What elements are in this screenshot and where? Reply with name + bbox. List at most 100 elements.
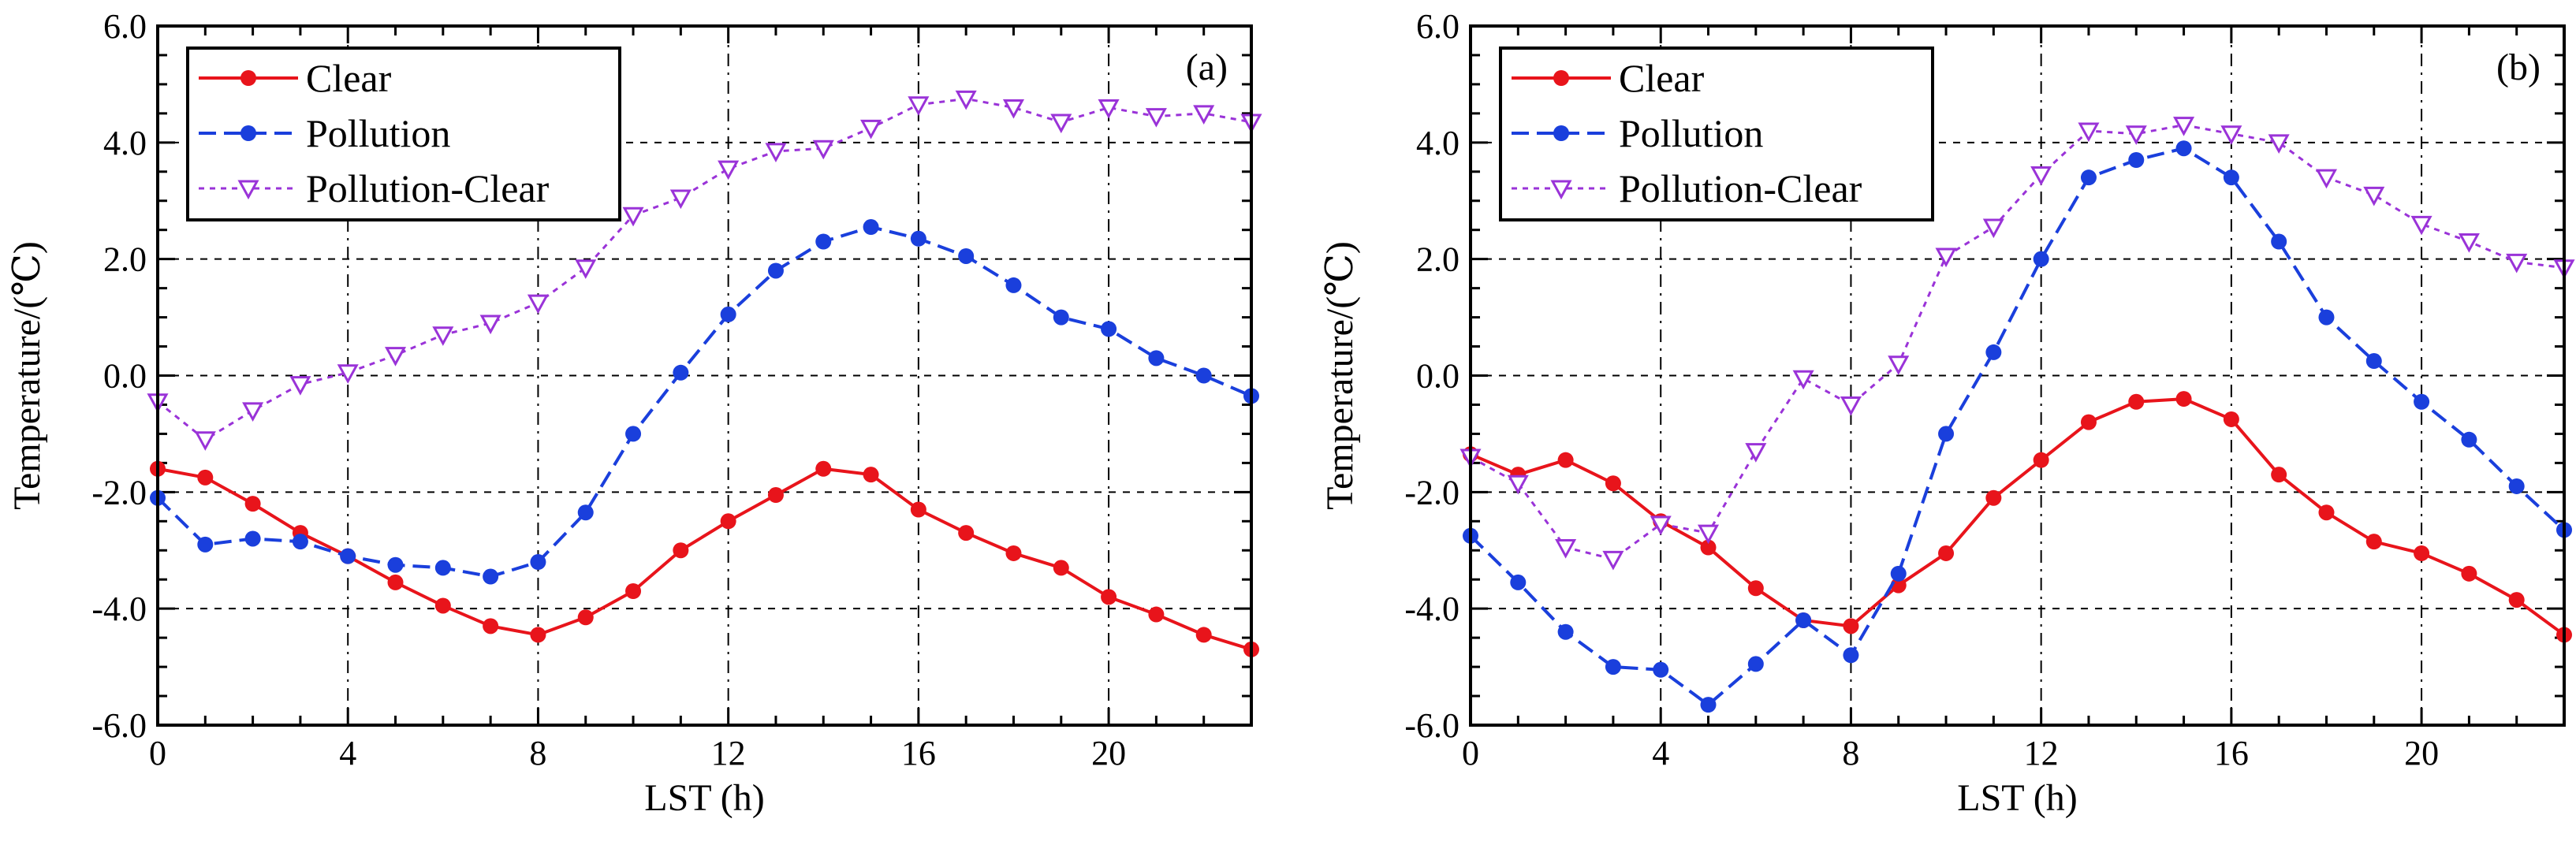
data-point [718, 160, 740, 180]
x-tick-label: 12 [711, 734, 746, 772]
data-point [1148, 606, 1165, 623]
data-point [669, 189, 692, 210]
x-tick-label: 0 [1462, 734, 1479, 772]
y-tick-label: -4.0 [1404, 590, 1459, 628]
data-point [812, 140, 834, 160]
series-line [157, 467, 1252, 651]
data-point [1700, 539, 1717, 556]
data-point [1193, 105, 1215, 125]
x-tick-label: 0 [149, 734, 166, 772]
legend-swatch-marker [1553, 125, 1569, 141]
data-point [1195, 627, 1212, 643]
y-tick-label: 4.0 [103, 124, 147, 162]
data-point [194, 431, 216, 451]
data-point [292, 534, 308, 550]
data-point [2175, 391, 2192, 407]
data-point [2410, 215, 2432, 236]
data-point [955, 90, 977, 110]
data-point [1653, 661, 1669, 678]
data-point [2458, 233, 2480, 253]
data-point [815, 233, 832, 250]
data-point [2461, 565, 2477, 582]
data-point [1840, 396, 1862, 416]
y-tick-label: 6.0 [103, 7, 147, 46]
data-point [2128, 393, 2145, 410]
series-pollution [1463, 140, 2572, 713]
data-point [2365, 534, 2382, 550]
y-tick-label: 2.0 [1416, 240, 1459, 279]
panel-a: 0 4 8 12 16 20 -6.0 -4.0 -2.0 0.0 2.0 4.0 6.0 LST (h)… [6, 7, 1262, 819]
series-clear [1463, 391, 2572, 643]
data-point [2220, 125, 2242, 145]
legend-label: Pollution [306, 111, 450, 155]
y-tick-label: -2.0 [1404, 473, 1459, 512]
series-line [1470, 124, 2565, 560]
series-line [1469, 147, 2566, 707]
data-point [1747, 656, 1764, 672]
legend-label: Pollution-Clear [1619, 166, 1862, 210]
data-point [860, 119, 882, 140]
data-point [1795, 612, 1812, 628]
data-point [2033, 251, 2049, 267]
data-point [2365, 353, 2382, 370]
data-point [720, 513, 736, 530]
data-point [434, 560, 451, 576]
data-point [720, 306, 736, 322]
data-point [483, 618, 499, 634]
data-point [1985, 489, 2002, 506]
y-axis-title: Temperature/(℃) [1319, 241, 1361, 510]
data-point [958, 247, 975, 264]
series-pollution-clear [1459, 117, 2575, 571]
panel-label: (a) [1186, 47, 1228, 88]
data-point [434, 597, 451, 614]
legend-swatch-marker [240, 125, 256, 141]
data-point [577, 609, 594, 626]
data-point [483, 568, 499, 585]
data-point [2078, 122, 2100, 143]
y-tick-label: 2.0 [103, 240, 147, 279]
data-point [2271, 467, 2287, 483]
data-point [1507, 474, 1529, 495]
data-point [1557, 623, 1574, 640]
data-point [1700, 697, 1717, 713]
data-point [2030, 166, 2052, 186]
data-point [673, 542, 689, 559]
data-point [242, 402, 264, 422]
data-point [2080, 169, 2097, 186]
data-point [1605, 659, 1621, 675]
data-point [1745, 443, 1767, 463]
series-line [156, 225, 1252, 579]
data-point [673, 364, 689, 381]
data-point [2318, 309, 2335, 326]
data-point [384, 347, 407, 367]
x-tick-label: 8 [529, 734, 546, 772]
data-point [1148, 350, 1165, 367]
data-point [1510, 574, 1527, 590]
data-point [244, 530, 261, 547]
data-point [2506, 253, 2528, 274]
data-point [1697, 524, 1720, 545]
legend: Clear Pollution Pollution-Clear [186, 47, 621, 221]
data-point [1650, 515, 1672, 536]
data-point [1005, 545, 1022, 561]
data-point [340, 548, 356, 564]
legend-label: Pollution [1619, 111, 1763, 155]
data-point [622, 207, 644, 227]
data-point [432, 326, 454, 346]
data-point [1005, 277, 1022, 293]
x-tick-label: 16 [901, 734, 936, 772]
y-tick-label: -4.0 [91, 590, 147, 628]
data-point [527, 294, 549, 314]
data-point [2461, 431, 2477, 448]
data-point [530, 554, 546, 571]
data-point [910, 501, 926, 518]
data-point [1101, 589, 1117, 605]
x-tick-label: 16 [2214, 734, 2249, 772]
data-point [2508, 478, 2525, 494]
data-point [1843, 647, 1859, 664]
series-pollution [150, 219, 1259, 585]
x-tick-label: 4 [339, 734, 356, 772]
data-point [1098, 99, 1120, 119]
x-tick-label: 8 [1842, 734, 1859, 772]
series-line [1470, 397, 2566, 637]
